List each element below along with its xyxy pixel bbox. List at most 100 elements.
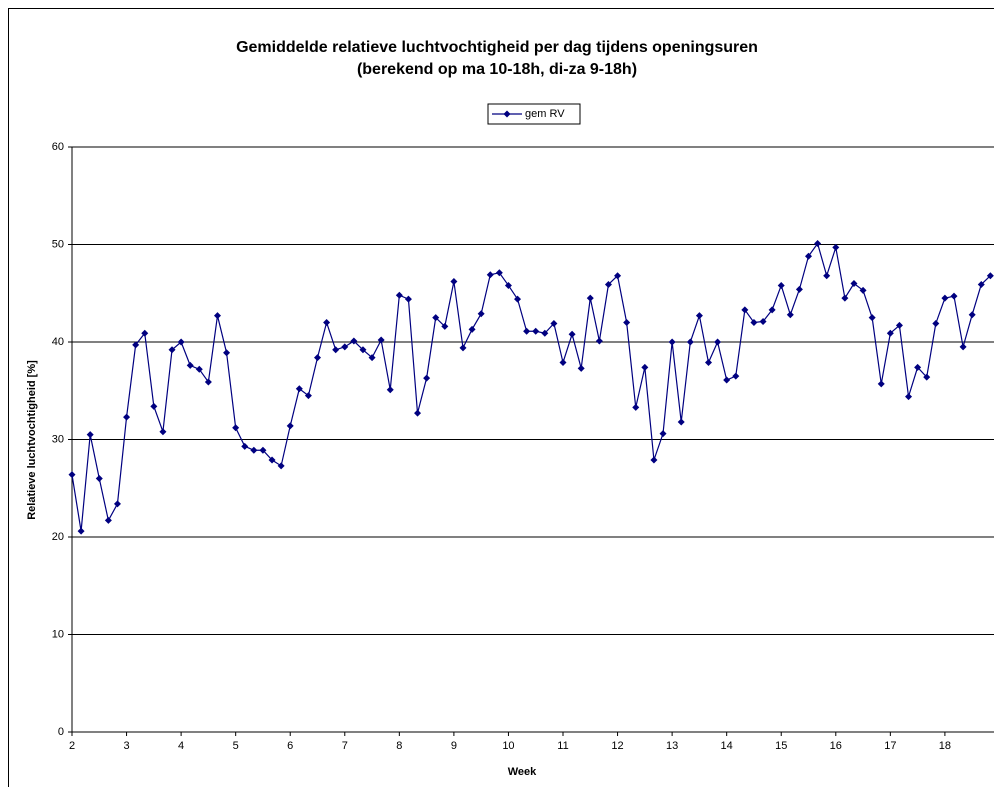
- data-point: [668, 338, 676, 346]
- data-point: [159, 428, 167, 436]
- legend-marker: [503, 110, 511, 118]
- x-tick-label: 9: [451, 740, 457, 752]
- data-point: [650, 456, 658, 464]
- data-point: [532, 327, 540, 335]
- data-point: [986, 272, 994, 280]
- data-point: [341, 343, 349, 351]
- data-point: [123, 413, 131, 421]
- data-point: [404, 295, 412, 303]
- data-point: [823, 272, 831, 280]
- x-tick-label: 14: [721, 740, 733, 752]
- x-tick-label: 17: [884, 740, 896, 752]
- data-point: [113, 500, 121, 508]
- x-tick-label: 4: [178, 740, 184, 752]
- data-point: [977, 280, 985, 288]
- data-point: [704, 358, 712, 366]
- x-tick-label: 15: [775, 740, 787, 752]
- data-point: [968, 311, 976, 319]
- data-point: [732, 372, 740, 380]
- data-point: [468, 325, 476, 333]
- data-point: [150, 402, 158, 410]
- y-tick-label: 50: [52, 238, 64, 250]
- data-point: [132, 341, 140, 349]
- data-point: [432, 314, 440, 322]
- data-point: [459, 344, 467, 352]
- data-point: [550, 319, 558, 327]
- chart-border: [8, 8, 994, 787]
- data-point: [504, 281, 512, 289]
- data-point: [750, 319, 758, 326]
- data-point: [832, 243, 840, 251]
- legend: gem RV: [487, 103, 581, 125]
- data-point: [777, 281, 785, 289]
- data-point: [759, 318, 767, 326]
- data-point: [186, 361, 194, 369]
- data-point: [914, 363, 922, 371]
- x-tick-label: 12: [611, 740, 623, 752]
- data-point: [814, 240, 822, 248]
- x-tick-label: 3: [123, 740, 129, 752]
- data-point: [450, 278, 458, 286]
- data-point: [886, 329, 894, 337]
- data-point: [841, 294, 849, 302]
- data-point: [286, 422, 294, 430]
- x-axis-title: Week: [508, 766, 537, 778]
- data-point: [195, 365, 203, 373]
- data-point: [259, 446, 267, 454]
- data-point: [741, 306, 749, 314]
- x-tick-label: 18: [939, 740, 951, 752]
- data-point: [168, 346, 176, 354]
- data-point: [614, 272, 622, 280]
- data-point: [932, 319, 940, 327]
- data-point: [659, 430, 667, 438]
- y-axis-title: Relatieve luchtvochtigheid [%]: [26, 360, 38, 520]
- data-point: [295, 385, 303, 393]
- data-point: [77, 527, 85, 535]
- data-point: [595, 337, 603, 345]
- data-point: [377, 336, 385, 344]
- data-point: [877, 380, 885, 388]
- chart-title: Gemiddelde relatieve luchtvochtigheid pe…: [236, 39, 758, 56]
- data-point: [586, 294, 594, 302]
- x-tick-label: 7: [342, 740, 348, 752]
- data-point: [604, 280, 612, 288]
- data-point: [795, 285, 803, 293]
- data-point: [86, 431, 94, 439]
- data-point: [805, 252, 813, 260]
- data-point: [850, 280, 858, 287]
- data-point: [859, 286, 867, 294]
- data-point: [359, 346, 367, 354]
- data-point: [514, 295, 522, 303]
- chart-subtitle: (berekend op ma 10-18h, di-za 9-18h): [357, 61, 637, 78]
- data-point: [923, 373, 931, 381]
- data-point: [786, 311, 794, 319]
- data-point: [495, 269, 503, 277]
- data-point: [241, 442, 249, 450]
- data-point: [895, 321, 903, 329]
- data-point: [423, 374, 431, 382]
- data-point: [714, 338, 722, 346]
- data-point: [250, 446, 258, 454]
- data-point: [959, 343, 967, 351]
- data-point: [641, 363, 649, 371]
- data-point: [768, 306, 776, 314]
- data-point: [486, 271, 494, 279]
- data-point: [695, 312, 703, 320]
- data-point: [723, 376, 731, 384]
- data-point: [204, 378, 212, 386]
- y-tick-label: 40: [52, 336, 64, 348]
- x-tick-label: 5: [233, 740, 239, 752]
- y-tick-label: 0: [58, 726, 64, 738]
- x-tick-label: 6: [287, 740, 293, 752]
- x-tick-label: 16: [830, 740, 842, 752]
- data-point: [523, 327, 531, 335]
- data-point: [686, 338, 694, 346]
- y-tick-label: 20: [52, 531, 64, 543]
- legend-box: [487, 103, 581, 125]
- data-point: [68, 471, 76, 479]
- data-point: [950, 292, 958, 300]
- data-point: [477, 310, 485, 318]
- x-tick-label: 10: [502, 740, 514, 752]
- data-point: [332, 346, 340, 354]
- data-point: [350, 337, 358, 345]
